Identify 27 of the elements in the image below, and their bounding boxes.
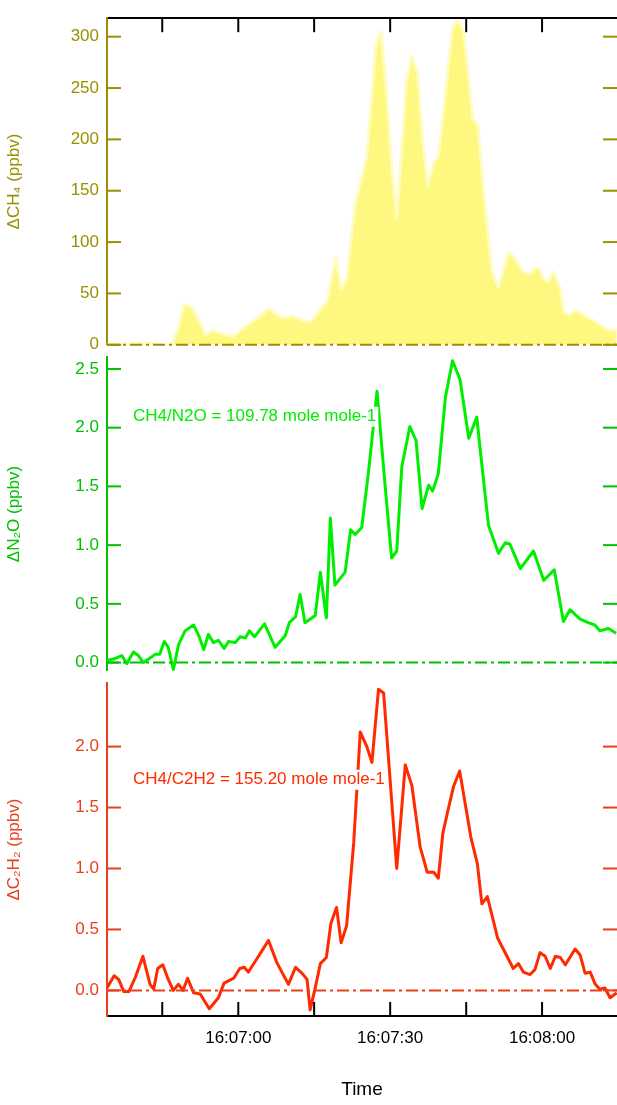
y-axis-title: ΔC₂H₂ (ppbv) [3,798,23,901]
y-tick-label: 2.5 [75,358,99,378]
y-tick-label: 2.0 [75,736,99,756]
y-tick-label: 1.5 [75,797,99,817]
annotation: CH4/C2H2 = 155.20 mole mole-1 [133,769,385,789]
y-tick-label: 150 [70,180,99,200]
y-tick-label: 2.0 [75,417,99,437]
y-tick-label: 50 [80,283,99,303]
y-tick-label: 0.0 [75,980,99,1000]
y-tick-label: 0.5 [75,919,99,939]
y-tick-label: 1.0 [75,534,99,554]
y-tick-label: 100 [70,231,99,251]
x-tick-label: 16:07:00 [205,1027,272,1047]
y-axis-title: ΔCH₄ (ppbv) [3,133,23,230]
y-tick-label: 1.5 [75,476,99,496]
y-tick-label: 250 [70,77,99,97]
y-tick-label: 0 [89,334,99,354]
y-axis-title: ΔN₂O (ppbv) [3,465,23,563]
y-tick-label: 0.5 [75,593,99,613]
y-tick-label: 0.0 [75,652,99,672]
x-tick-label: 16:07:30 [357,1027,424,1047]
y-tick-label: 300 [70,26,99,46]
x-tick-label: 16:08:00 [508,1027,576,1047]
y-tick-label: 200 [70,129,99,149]
x-axis-title: Time [341,1077,383,1099]
annotation: CH4/N2O = 109.78 mole mole-1 [133,406,377,426]
y-tick-label: 1.0 [75,858,99,878]
